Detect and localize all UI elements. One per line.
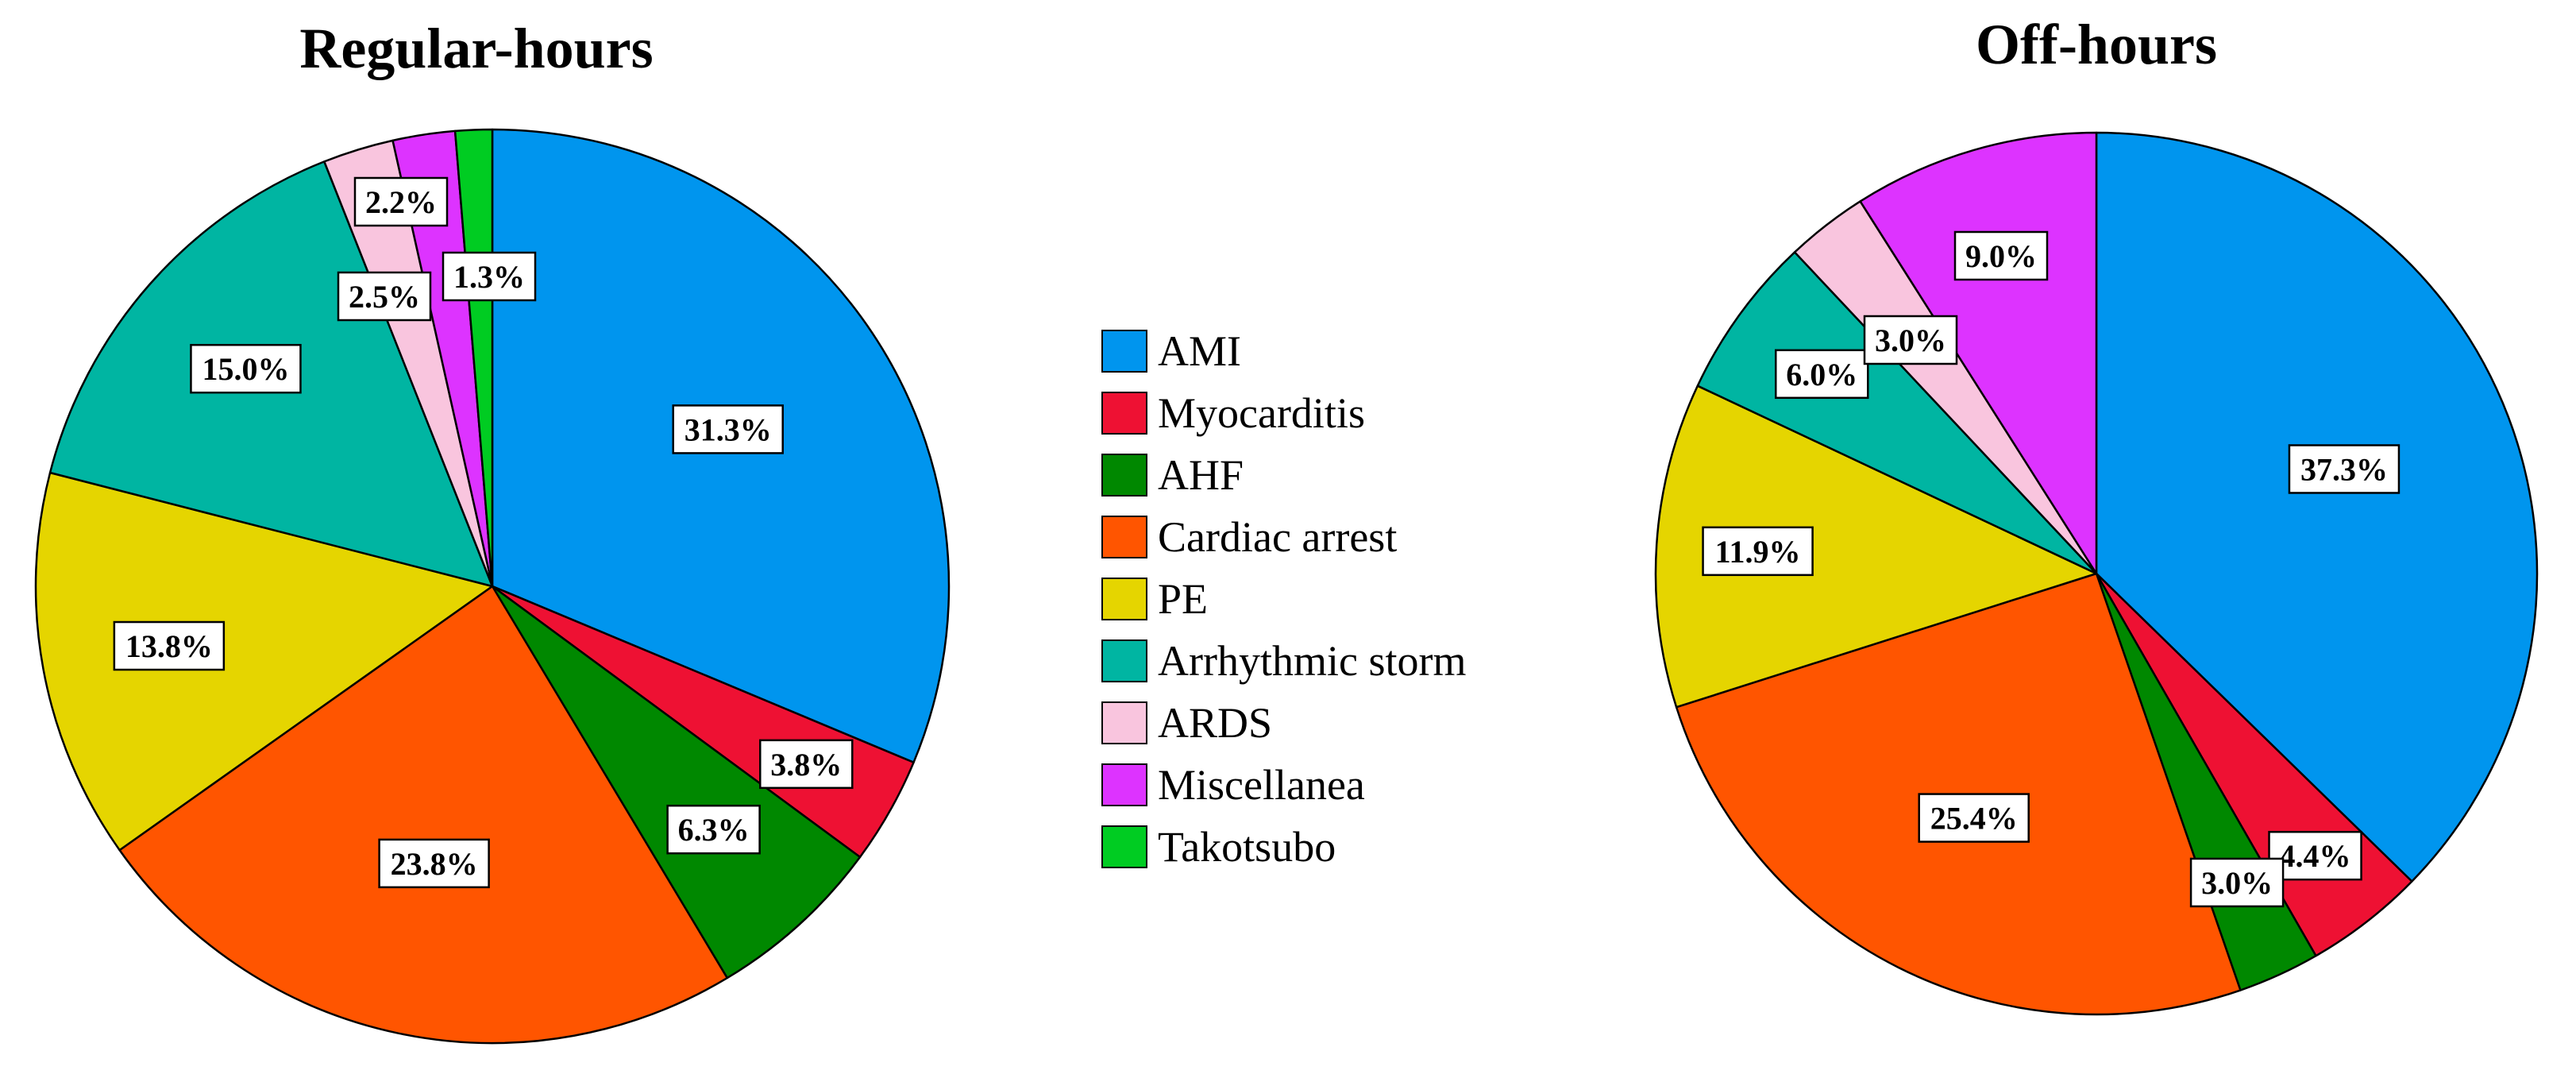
legend-label: Myocarditis — [1158, 389, 1365, 437]
legend-item-cardiac-arrest: Cardiac arrest — [1101, 513, 1397, 561]
pie-slice-pe — [1654, 384, 2098, 709]
data-label-text: 6.3% — [678, 812, 750, 848]
pie-regular-hours: 31.3% 3.8% 6.3% 23.8% 13.8% 15.0% 2.5% 2.2% 1.3% — [34, 128, 951, 1045]
data-label-box — [337, 271, 432, 322]
data-label-text: 23.8% — [391, 846, 478, 882]
pie-off-hours: 37.3%4.4%3.0%25.4%11.9%6.0%3.0%9.0% — [1654, 131, 2539, 1016]
data-label-box — [2268, 830, 2362, 881]
data-label-pe: 13.8% — [113, 620, 226, 671]
chart-title-off-hours: Off-hours — [1976, 13, 2217, 76]
data-label-arrhythmic-storm: 6.0% — [1775, 349, 1869, 400]
data-label-box — [1918, 793, 2030, 843]
data-label-cardiac-arrest: 23.8% — [378, 838, 490, 889]
data-label-ahf: 6.3% — [666, 804, 761, 855]
legend-label: PE — [1158, 575, 1208, 623]
data-label-text: 3.0% — [2201, 865, 2273, 901]
chart-title-regular-hours: Regular-hours — [299, 17, 653, 80]
legend-swatch — [1101, 330, 1147, 373]
pie-slice-ami — [2095, 131, 2539, 883]
legend-item-takotsubo: Takotsubo — [1101, 823, 1336, 871]
data-label-ami: 37.3% — [2288, 444, 2401, 494]
data-label-pe: 11.9% — [1702, 526, 1814, 577]
legend-label: ARDS — [1158, 699, 1272, 747]
data-label-ahf: 3.0% — [2189, 857, 2285, 908]
data-label-box — [442, 251, 537, 302]
legend-label: Arrhythmic storm — [1158, 637, 1466, 685]
data-label-ards: 2.5% — [337, 271, 432, 322]
pie-slice-takotsubo — [453, 128, 494, 588]
data-label-box — [1953, 230, 2049, 281]
legend-item-ami: AMI — [1101, 327, 1241, 375]
data-label-text: 37.3% — [2300, 451, 2388, 487]
data-label-box — [1775, 349, 1869, 400]
legend-label: AHF — [1158, 451, 1244, 499]
data-label-box — [1863, 315, 1958, 365]
data-label-text: 9.0% — [1965, 238, 2037, 274]
legend-label: Takotsubo — [1158, 823, 1336, 871]
legend-swatch — [1101, 639, 1147, 682]
legend-swatch — [1101, 454, 1147, 496]
data-label-text: 3.8% — [770, 747, 842, 782]
pie-slice-pe — [34, 471, 494, 852]
data-label-box — [113, 620, 226, 671]
data-label-miscellanea: 2.2% — [353, 176, 449, 227]
data-label-arrhythmic-storm: 15.0% — [190, 343, 302, 394]
data-label-text: 3.0% — [1875, 323, 1946, 358]
legend-label: AMI — [1158, 327, 1241, 375]
legend-label: Cardiac arrest — [1158, 513, 1397, 561]
data-label-text: 15.0% — [202, 351, 289, 387]
legend-item-arrhythmic-storm: Arrhythmic storm — [1101, 637, 1466, 685]
legend-item-miscellanea: Miscellanea — [1101, 761, 1365, 809]
legend-item-ards: ARDS — [1101, 699, 1272, 747]
data-label-text: 13.8% — [125, 628, 213, 664]
data-label-ards: 3.0% — [1863, 315, 1958, 365]
data-label-text: 6.0% — [1786, 357, 1857, 392]
legend-item-ahf: AHF — [1101, 451, 1244, 499]
data-label-box — [2189, 857, 2285, 908]
legend-swatch — [1101, 516, 1147, 558]
legend-item-pe: PE — [1101, 575, 1208, 623]
data-label-miscellanea: 9.0% — [1953, 230, 2049, 281]
data-label-text: 11.9% — [1715, 534, 1801, 570]
data-label-box — [666, 804, 761, 855]
legend-swatch — [1101, 763, 1147, 806]
legend: AMI Myocarditis AHF Cardiac arrest PE Arrhyth… — [1101, 327, 1466, 871]
data-label-text: 25.4% — [1930, 801, 2018, 837]
data-label-myocarditis: 4.4% — [2268, 830, 2362, 881]
legend-swatch — [1101, 825, 1147, 868]
data-label-text: 1.3% — [453, 259, 525, 295]
data-label-text: 4.4% — [2280, 838, 2351, 874]
legend-label: Miscellanea — [1158, 761, 1365, 809]
legend-swatch — [1101, 392, 1147, 435]
data-label-box — [2288, 444, 2401, 494]
data-label-box — [353, 176, 449, 227]
legend-swatch — [1101, 701, 1147, 744]
data-label-ami: 31.3% — [672, 404, 784, 454]
pie-slice-arrhythmic-storm — [1696, 251, 2098, 575]
data-label-cardiac-arrest: 25.4% — [1918, 793, 2030, 843]
data-label-box — [1702, 526, 1814, 577]
pie-slice-ahf — [491, 585, 862, 979]
data-label-text: 31.3% — [684, 411, 772, 447]
legend-item-myocarditis: Myocarditis — [1101, 389, 1365, 437]
pie-slice-cardiac-arrest — [118, 585, 729, 1045]
data-label-box — [190, 343, 302, 394]
data-label-text: 2.5% — [349, 279, 420, 315]
data-label-myocarditis: 3.8% — [759, 739, 854, 790]
data-label-box — [672, 404, 784, 454]
data-label-box — [378, 838, 490, 889]
data-label-takotsubo: 1.3% — [442, 251, 537, 302]
data-label-text: 2.2% — [365, 184, 437, 220]
legend-swatch — [1101, 578, 1147, 620]
data-label-box — [759, 739, 854, 790]
